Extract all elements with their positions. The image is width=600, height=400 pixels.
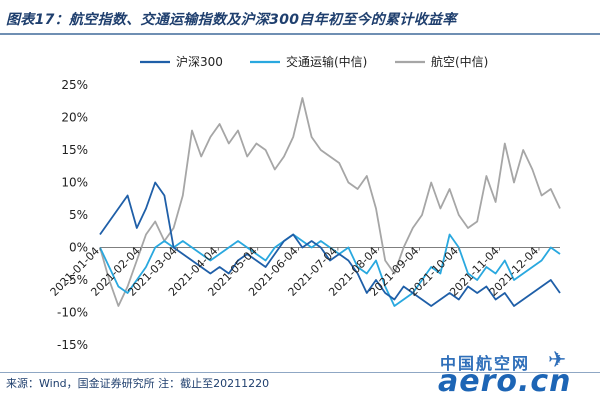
y-tick-label: 20% bbox=[61, 111, 88, 125]
series-line bbox=[99, 233, 561, 307]
chart-legend: 沪深300 交通运输(中信) 航空(中信) bbox=[140, 54, 488, 69]
series-layer bbox=[99, 97, 561, 307]
line-chart: 沪深300 交通运输(中信) 航空(中信) 25% 20% 15% 10% 5% 0% -5% -… bbox=[48, 54, 561, 352]
y-tick-label: 0% bbox=[69, 241, 88, 255]
watermark-cn: 中国航空网 bbox=[440, 354, 531, 373]
y-axis: 25% 20% 15% 10% 5% 0% -5% -10% -15% bbox=[57, 78, 88, 352]
title-divider bbox=[0, 33, 600, 35]
watermark-en: aero.cn bbox=[438, 364, 572, 399]
source-note: 来源：Wind，国金证券研究所 注：截止至20211220 bbox=[6, 377, 270, 390]
y-tick-label: 5% bbox=[69, 208, 88, 222]
y-tick-label: 25% bbox=[61, 78, 88, 92]
source-divider bbox=[0, 372, 600, 373]
y-tick-label: -10% bbox=[57, 306, 88, 320]
series-line bbox=[99, 181, 561, 307]
series-line bbox=[99, 97, 561, 307]
legend-label: 交通运输(中信) bbox=[286, 54, 367, 69]
aero-watermark: 中国航空网 ✈ aero.cn bbox=[420, 348, 595, 399]
legend-label: 航空(中信) bbox=[431, 54, 488, 69]
y-tick-label: 10% bbox=[61, 176, 88, 190]
legend-label: 沪深300 bbox=[176, 55, 223, 69]
x-axis: 2021-01-042021-02-042021-03-042021-04-04… bbox=[48, 244, 541, 298]
airplane-icon: ✈ bbox=[548, 348, 567, 373]
title-bar: 图表17：航空指数、交通运输指数及沪深300自年初至今的累计收益率 bbox=[0, 0, 600, 35]
chart-title: 图表17：航空指数、交通运输指数及沪深300自年初至今的累计收益率 bbox=[6, 12, 457, 28]
y-tick-label: 15% bbox=[61, 143, 88, 157]
y-tick-label: -5% bbox=[65, 273, 88, 287]
y-tick-label: -15% bbox=[57, 338, 88, 352]
